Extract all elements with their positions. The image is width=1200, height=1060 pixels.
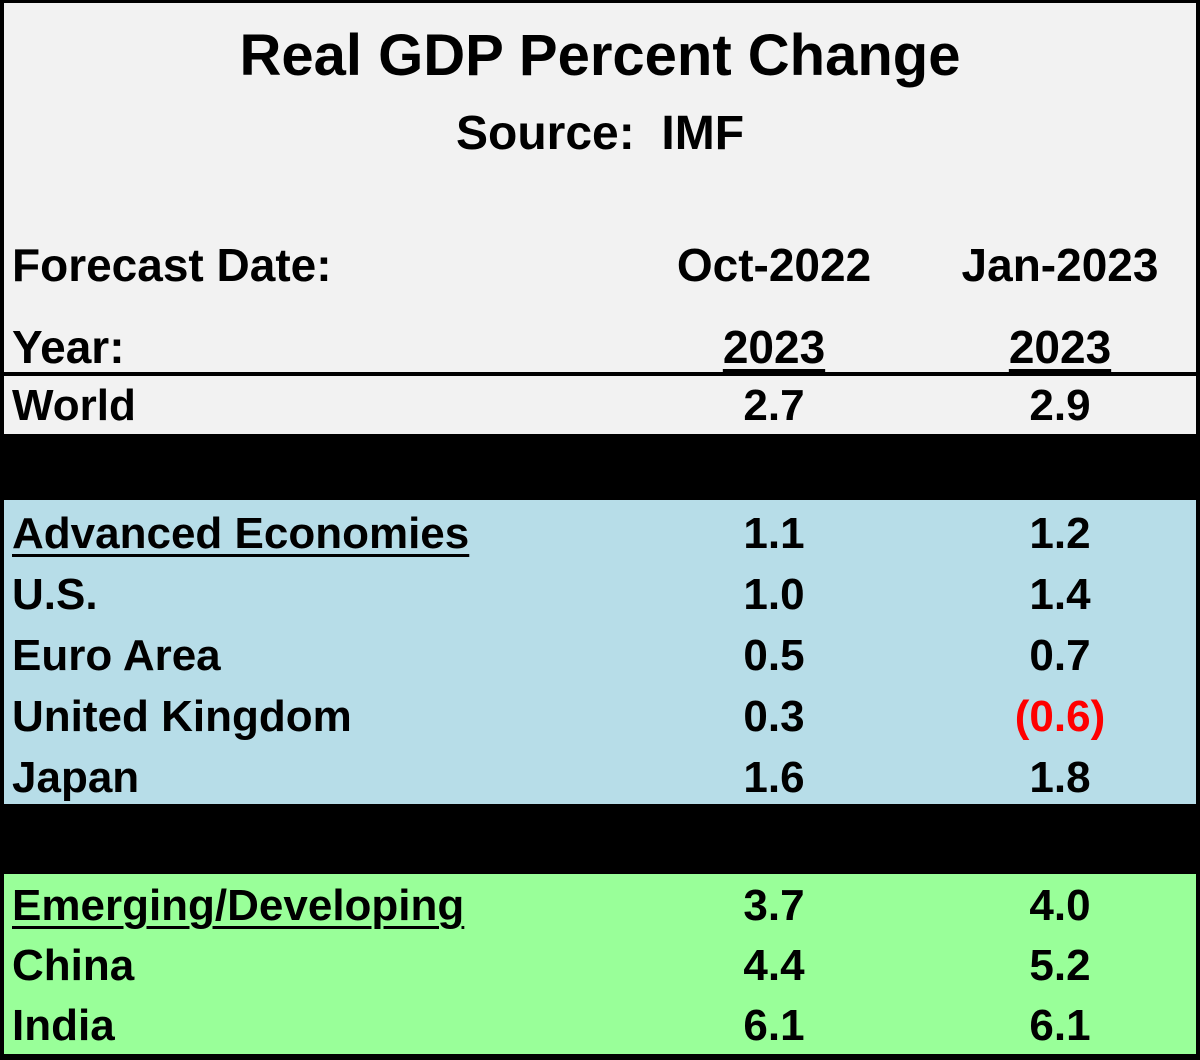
emerging-developing-group: Emerging/Developing 3.7 4.0 China 4.4 5.… xyxy=(4,874,1196,1054)
row-label: World xyxy=(12,381,136,430)
table-row-united-kingdom: United Kingdom 0.3 (0.6) xyxy=(4,687,1196,747)
table-row-india: India 6.1 6.1 xyxy=(4,996,1196,1056)
world-group: World 2.7 2.9 xyxy=(4,376,1196,434)
value-jan-2023: 6.1 xyxy=(1029,1001,1091,1050)
year-column-2: 2023 xyxy=(960,320,1160,374)
row-label: Japan xyxy=(12,753,140,802)
group-heading-emerging: Emerging/Developing xyxy=(12,881,465,930)
year-value-2: 2023 xyxy=(1008,321,1112,373)
advanced-economies-group: Advanced Economies 1.1 1.2 U.S. 1.0 1.4 … xyxy=(4,500,1196,804)
table-row-china: China 4.4 5.2 xyxy=(4,936,1196,996)
row-label: China xyxy=(12,941,135,990)
table-row-euro-area: Euro Area 0.5 0.7 xyxy=(4,626,1196,686)
value-jan-2023-negative: (0.6) xyxy=(1014,692,1106,741)
value-oct-2022: 0.3 xyxy=(743,692,805,741)
table-row-japan: Japan 1.6 1.8 xyxy=(4,748,1196,808)
value-jan-2023: 1.2 xyxy=(1029,509,1091,558)
value-oct-2022: 3.7 xyxy=(743,881,805,930)
row-label: United Kingdom xyxy=(12,692,352,741)
table-row-us: U.S. 1.0 1.4 xyxy=(4,565,1196,625)
value-oct-2022: 6.1 xyxy=(743,1001,805,1050)
table-title: Real GDP Percent Change xyxy=(239,23,961,88)
row-label: Euro Area xyxy=(12,631,221,680)
table-row-world: World 2.7 2.9 xyxy=(4,376,1196,436)
value-oct-2022: 1.6 xyxy=(743,753,805,802)
forecast-date-label: Forecast Date: xyxy=(12,239,332,291)
table-header: Real GDP Percent Change Source: IMF Fore… xyxy=(4,0,1196,374)
value-jan-2023: 4.0 xyxy=(1029,881,1091,930)
row-label: Advanced Economies xyxy=(12,508,469,560)
value-jan-2023: 2.9 xyxy=(1029,381,1091,430)
year-column-1: 2023 xyxy=(674,320,874,374)
value-oct-2022: 2.7 xyxy=(743,381,805,430)
year-label: Year: xyxy=(12,321,125,373)
value-oct-2022: 0.5 xyxy=(743,631,805,680)
year-value-1: 2023 xyxy=(722,321,826,373)
table-row-advanced-economies: Advanced Economies 1.1 1.2 xyxy=(4,504,1196,564)
value-oct-2022: 4.4 xyxy=(743,941,805,990)
row-label: U.S. xyxy=(12,570,98,619)
group-heading-advanced: Advanced Economies xyxy=(12,509,470,558)
table-subtitle: Source: IMF xyxy=(455,107,745,160)
value-jan-2023: 1.4 xyxy=(1029,570,1091,619)
table-row-emerging-developing: Emerging/Developing 3.7 4.0 xyxy=(4,876,1196,936)
row-label: Emerging/Developing xyxy=(12,880,464,932)
forecast-date-jan-2023: Jan-2023 xyxy=(961,239,1159,291)
forecast-date-oct-2022: Oct-2022 xyxy=(676,239,872,291)
value-oct-2022: 1.0 xyxy=(743,570,805,619)
value-jan-2023: 5.2 xyxy=(1029,941,1091,990)
value-jan-2023: 0.7 xyxy=(1029,631,1091,680)
value-jan-2023: 1.8 xyxy=(1029,753,1091,802)
row-label: India xyxy=(12,1001,115,1050)
value-oct-2022: 1.1 xyxy=(743,509,805,558)
